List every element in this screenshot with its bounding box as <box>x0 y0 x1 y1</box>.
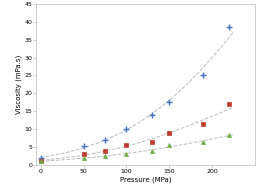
X-axis label: Pressure (MPa): Pressure (MPa) <box>120 177 171 183</box>
Y-axis label: Viscosity (mPa.s): Viscosity (mPa.s) <box>15 55 22 114</box>
